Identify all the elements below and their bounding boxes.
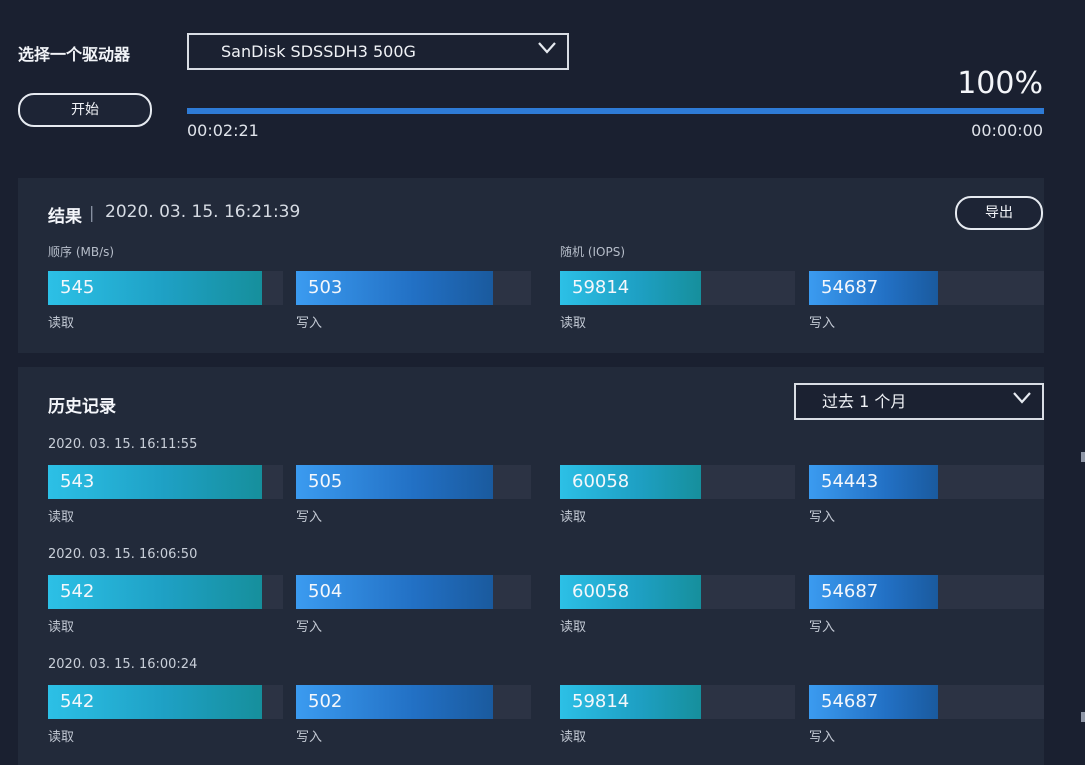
- drive-select-value: SanDisk SDSSDH3 500G: [221, 42, 416, 61]
- write-bar: 505: [296, 465, 531, 499]
- read-bar: 542: [48, 575, 283, 609]
- read-bar: 545: [48, 271, 283, 305]
- export-button[interactable]: 导出: [955, 196, 1043, 230]
- bar-caption: 写入: [296, 730, 323, 745]
- bar-caption: 写入: [296, 316, 323, 331]
- progress-bar: [187, 108, 1044, 114]
- bar-value: 503: [308, 277, 343, 298]
- bar-caption: 读取: [48, 316, 75, 331]
- bar-fill: [48, 685, 262, 719]
- bar-fill: [296, 465, 494, 499]
- progress-percent: 100%: [957, 66, 1043, 101]
- drive-select[interactable]: SanDisk SDSSDH3 500G: [187, 33, 569, 70]
- bar-caption: 写入: [809, 620, 836, 635]
- bar-fill: [809, 465, 939, 499]
- results-separator: |: [89, 203, 95, 222]
- random-label: 随机 (IOPS): [560, 245, 626, 259]
- bar-caption: 写入: [296, 510, 323, 525]
- write-bar: 504: [296, 575, 531, 609]
- bar-caption: 写入: [809, 316, 836, 331]
- progress-bar-fill: [187, 108, 1044, 114]
- write-bar: 54687: [809, 685, 1044, 719]
- scrollbar-marker[interactable]: [1081, 452, 1085, 462]
- read-bar: 59814: [560, 271, 795, 305]
- read-bar: 60058: [560, 575, 795, 609]
- bar-value: 505: [308, 471, 343, 492]
- read-bar: 543: [48, 465, 283, 499]
- scrollbar-marker[interactable]: [1081, 712, 1085, 722]
- bar-value: 54443: [821, 471, 879, 492]
- chevron-down-icon: [1013, 392, 1031, 404]
- bar-value: 502: [308, 691, 343, 712]
- bar-value: 59814: [572, 277, 630, 298]
- bar-caption: 读取: [560, 620, 587, 635]
- bar-value: 54687: [821, 277, 879, 298]
- history-title: 历史记录: [48, 397, 116, 417]
- sequential-label: 顺序 (MB/s): [48, 245, 115, 259]
- bar-fill: [560, 575, 701, 609]
- results-timestamp: 2020. 03. 15. 16:21:39: [105, 202, 301, 222]
- bar-caption: 写入: [809, 510, 836, 525]
- bar-fill: [296, 685, 494, 719]
- history-entry-date: 2020. 03. 15. 16:11:55: [48, 437, 198, 452]
- bar-value: 54687: [821, 691, 879, 712]
- bar-caption: 读取: [560, 510, 587, 525]
- bar-caption: 读取: [560, 316, 587, 331]
- write-bar: 54443: [809, 465, 1044, 499]
- elapsed-time: 00:02:21: [187, 121, 259, 140]
- start-button[interactable]: 开始: [18, 93, 152, 127]
- results-title: 结果: [48, 207, 82, 227]
- bar-value: 545: [60, 277, 95, 298]
- bar-fill: [560, 685, 701, 719]
- bar-value: 542: [60, 581, 95, 602]
- read-bar: 60058: [560, 465, 795, 499]
- bar-fill: [560, 271, 701, 305]
- chevron-down-icon: [538, 42, 556, 54]
- history-entry-date: 2020. 03. 15. 16:00:24: [48, 657, 198, 672]
- bar-caption: 读取: [48, 730, 75, 745]
- bar-value: 59814: [572, 691, 630, 712]
- bar-fill: [48, 465, 262, 499]
- history-entry-date: 2020. 03. 15. 16:06:50: [48, 547, 198, 562]
- write-bar: 54687: [809, 271, 1044, 305]
- bar-fill: [296, 271, 494, 305]
- bar-value: 54687: [821, 581, 879, 602]
- write-bar: 54687: [809, 575, 1044, 609]
- bar-value: 60058: [572, 581, 630, 602]
- bar-fill: [809, 685, 939, 719]
- results-panel: 结果 | 2020. 03. 15. 16:21:39 导出 顺序 (MB/s)…: [18, 178, 1044, 353]
- bar-fill: [296, 575, 494, 609]
- write-bar: 502: [296, 685, 531, 719]
- bar-caption: 写入: [296, 620, 323, 635]
- read-bar: 542: [48, 685, 283, 719]
- bar-caption: 读取: [560, 730, 587, 745]
- remaining-time: 00:00:00: [971, 121, 1043, 140]
- bar-fill: [48, 271, 262, 305]
- bar-caption: 写入: [809, 730, 836, 745]
- bar-caption: 读取: [48, 510, 75, 525]
- bar-value: 504: [308, 581, 343, 602]
- bar-fill: [809, 575, 939, 609]
- history-range-select[interactable]: 过去 1 个月: [794, 383, 1044, 420]
- bar-value: 60058: [572, 471, 630, 492]
- bar-fill: [48, 575, 262, 609]
- write-bar: 503: [296, 271, 531, 305]
- bar-value: 543: [60, 471, 95, 492]
- bar-value: 542: [60, 691, 95, 712]
- bar-fill: [809, 271, 939, 305]
- bar-caption: 读取: [48, 620, 75, 635]
- history-panel: 历史记录 过去 1 个月 2020. 03. 15. 16:11:55 543 读取…: [18, 367, 1044, 765]
- read-bar: 59814: [560, 685, 795, 719]
- drive-select-label: 选择一个驱动器: [18, 45, 131, 64]
- history-range-value: 过去 1 个月: [822, 392, 907, 411]
- bar-fill: [560, 465, 701, 499]
